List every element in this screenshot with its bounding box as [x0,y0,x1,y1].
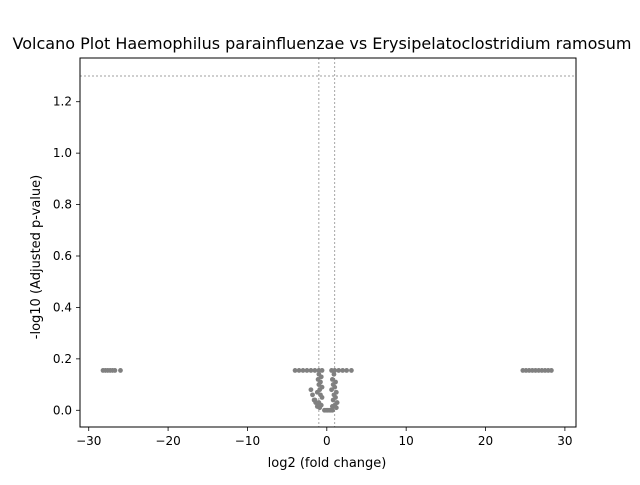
data-point [300,368,306,373]
x-tick-label: 20 [478,434,493,448]
x-axis-label: log2 (fold change) [268,456,387,471]
chart-title: Volcano Plot Haemophilus parainfluenzae … [13,34,632,53]
data-point [314,389,320,395]
x-tick-label: 0 [323,434,331,448]
data-point [310,392,315,398]
data-point [317,405,323,411]
data-point [332,368,338,373]
data-point [319,395,325,400]
y-tick-label: 0.6 [53,249,72,263]
data-point [340,368,346,373]
data-point [292,368,298,373]
data-point [329,407,335,413]
data-point [333,405,339,411]
data-point [330,397,336,403]
threshold-lines [80,58,576,427]
data-point [296,368,302,373]
data-point [316,382,322,387]
data-point [118,368,123,373]
y-tick-label: 0.8 [53,198,72,212]
y-tick-label: 0.0 [53,403,72,417]
data-point [308,387,314,393]
x-tick-label: 10 [399,434,414,448]
data-point [331,371,337,377]
data-point [319,368,325,373]
data-point [312,368,318,373]
data-point [344,368,350,373]
data-point [304,368,310,373]
x-tick-label: 30 [557,434,572,448]
y-axis-label: -log10 (Adjusted p-value) [29,175,44,339]
data-point [336,368,342,373]
data-point [329,387,334,393]
data-point [332,384,338,390]
data-point [318,374,324,380]
data-point [329,377,335,382]
x-tick-label: −10 [235,434,260,448]
y-tick-label: 1.0 [53,146,72,160]
x-tick-label: −30 [76,434,101,448]
data-point [329,404,335,409]
data-point [349,368,354,373]
data-point [112,368,118,373]
data-point [313,400,319,405]
plot-frame [79,57,577,428]
y-tick-label: 1.2 [53,95,72,109]
x-tick-label: −20 [155,434,180,448]
axis-ticks: −30 −20 −10 0 10 20 30 0.0 0.2 0.4 0.6 0.8 1.0 1.2 [53,95,573,448]
y-tick-label: 0.2 [53,352,72,366]
data-point [308,368,314,373]
y-tick-label: 0.4 [53,300,72,314]
data-point [548,368,554,373]
data-points [100,368,554,413]
